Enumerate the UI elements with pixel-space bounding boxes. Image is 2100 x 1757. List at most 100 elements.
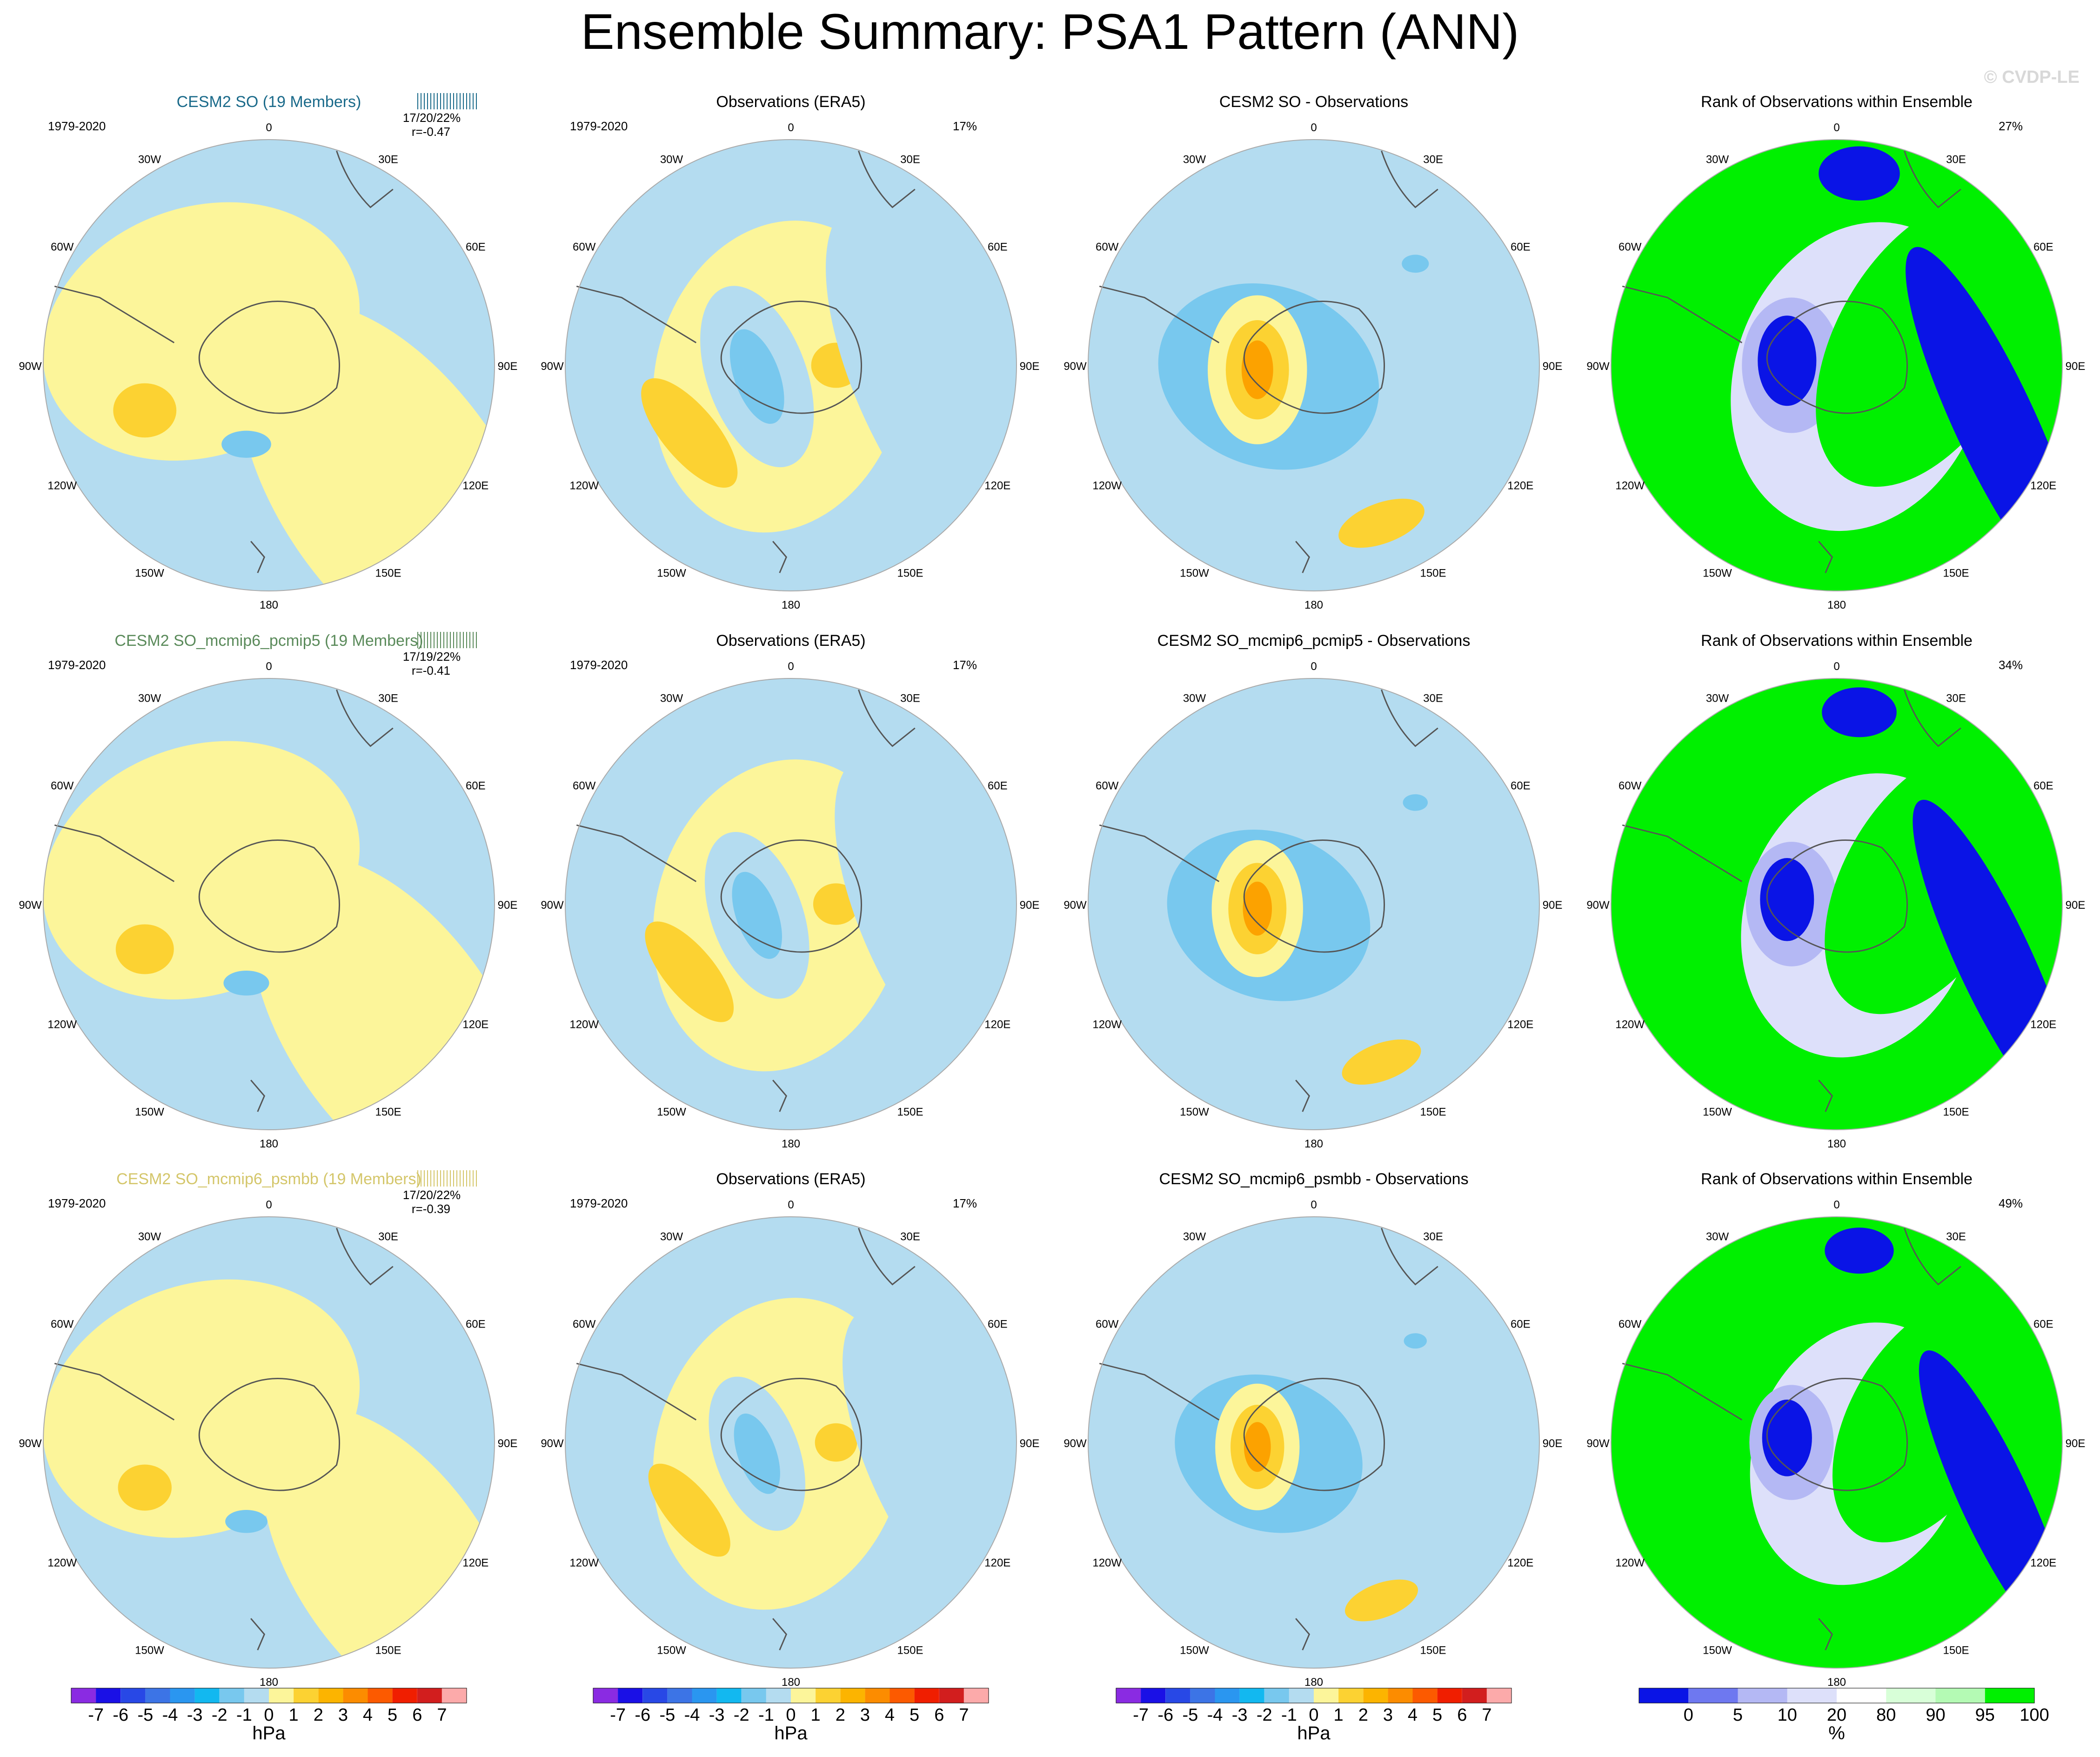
antarctica-coastline [198,839,340,953]
longitude-label: 30W [138,1231,161,1243]
map-border [1611,678,2063,1130]
pattern-stats: 17/20/22% [403,111,461,125]
longitude-label: 60E [988,241,1008,254]
antarctica-coastline [1766,839,1908,953]
longitude-label: 120W [1092,1019,1122,1031]
colorbar-tick-label: -6 [635,1705,650,1725]
period-label: 1979-2020 [570,119,628,133]
new-zealand-coastline [1295,541,1310,573]
colorbar-3: -7 -6 -5 -4 -3 -2 -1 0 1 2 3 4 5 6 7 hPa [1116,1688,1512,1744]
longitude-label: 60E [2033,780,2053,792]
contour-region [1338,498,1425,548]
colorbar-tick-label: -6 [113,1705,128,1725]
longitude-label: 90W [1586,899,1610,912]
longitude-label: 60E [2033,241,2053,254]
longitude-label: 0 [1311,1199,1317,1211]
colorbar-tick-label: 7 [1482,1705,1491,1725]
longitude-label: 30W [660,154,683,166]
member-ticks [417,93,477,109]
contour-region [645,921,734,1022]
colorbar-tick-label: 20 [1827,1705,1846,1725]
longitude-label: 30W [1183,1231,1206,1243]
polar-map-rank: 0 30E 60E 90E 120E 150E 180 150W 120W 90W 60W 30W [1586,121,2085,611]
africa-coastline [1904,1227,1961,1286]
panel-grid: 0 30E 60E 90E 120E 150E 180 150W 120W 90W 60W 30W CE… [19,93,2085,1689]
longitude-label: 90E [1543,360,1563,373]
longitude-label: 60W [51,1318,74,1331]
longitude-label: 60E [466,780,486,792]
contour-region [732,872,782,959]
colorbar-tick-label: -2 [734,1705,749,1725]
longitude-label: 120W [47,1019,77,1031]
antarctica-coastline [1243,839,1385,953]
colorbar-swatch [865,1688,890,1703]
longitude-label: 0 [1311,660,1317,673]
contour-region [115,924,174,974]
longitude-label: 30E [900,692,920,705]
longitude-label: 90E [498,1437,518,1450]
antarctica-coastline [1243,1378,1385,1491]
longitude-label: 90E [1543,899,1563,912]
longitude-label: 150W [135,567,164,579]
longitude-label: 180 [1827,599,1846,611]
contour-region [729,329,784,424]
variance-percent: 49% [1999,1196,2023,1210]
variance-percent: 27% [1999,119,2023,133]
colorbar-swatch [1837,1688,1886,1703]
colorbar-tick-label: 6 [412,1705,422,1725]
longitude-label: 120E [2030,480,2056,492]
longitude-label: 30W [660,1231,683,1243]
contour-region [1344,1579,1418,1622]
longitude-label: 150W [1180,567,1209,579]
longitude-label: 180 [782,1138,800,1150]
variance-percent: 17% [953,658,977,672]
panel-rank: 0 30E 60E 90E 120E 150E 180 150W 120W 90W 60W 30W Ra… [1586,1170,2085,1689]
polar-map-model: 0 30E 60E 90E 120E 150E 180 150W 120W 90W 60W 30W [19,660,517,1150]
panel-rank: 0 30E 60E 90E 120E 150E 180 150W 120W 90W 60W 30W Ra… [1586,632,2085,1150]
longitude-label: 30W [1706,1231,1729,1243]
antarctica-coastline [720,1378,862,1491]
longitude-label: 150E [1943,567,1969,579]
longitude-label: 180 [1304,1676,1323,1689]
south-america-coastline [54,824,175,882]
colorbar-swatch [1264,1688,1289,1703]
longitude-label: 150W [657,1644,686,1656]
colorbar-swatch [939,1688,964,1703]
colorbar-swatch [244,1688,269,1703]
longitude-label: 120E [1507,480,1533,492]
colorbar-swatch [1338,1688,1364,1703]
contour-region [1758,315,1817,406]
south-america-coastline [54,1362,175,1421]
longitude-label: 60W [51,780,74,792]
longitude-label: 90W [1063,360,1087,373]
colorbar-swatch [1215,1688,1240,1703]
map-border [43,139,495,591]
colorbar-tick-label: -1 [1281,1705,1297,1725]
colorbar-swatch [441,1688,467,1703]
colorbar-tick-label: 2 [1358,1705,1368,1725]
panel-title: Rank of Observations within Ensemble [1701,93,1973,111]
polar-map-diff: 0 30E 60E 90E 120E 150E 180 150W 120W 90W 60W 30W [1063,121,1562,611]
longitude-label: 120W [569,480,599,492]
longitude-label: 150E [375,1644,401,1656]
panel-diff: 0 30E 60E 90E 120E 150E 180 150W 120W 90W 60W 30W CE… [1063,1170,1562,1689]
panel-title: CESM2 SO_mcmip6_psmbb - Observations [1159,1170,1468,1188]
longitude-label: 150E [1420,1644,1446,1656]
colorbar-tick-label: 1 [289,1705,299,1725]
longitude-label: 150E [897,1644,923,1656]
colorbar-swatch [1363,1688,1388,1703]
colorbar-swatch [1688,1688,1738,1703]
watermark: © CVDP-LE [1984,67,2080,87]
longitude-label: 60W [573,241,596,254]
longitude-label: 60W [1096,241,1119,254]
new-zealand-coastline [772,541,787,573]
longitude-label: 90E [1020,360,1040,373]
polar-map-model: 0 30E 60E 90E 120E 150E 180 150W 120W 90W 60W 30W [19,1199,518,1689]
colorbar-swatch [1639,1688,1689,1703]
contour-region [1819,146,1900,201]
colorbar-1: -7 -6 -5 -4 -3 -2 -1 0 1 2 3 4 5 6 7 hPa [71,1688,467,1744]
new-zealand-coastline [1818,1618,1833,1650]
colorbar-swatch [1289,1688,1314,1703]
colorbar-tick-label: 10 [1778,1705,1797,1725]
longitude-label: 0 [266,660,272,673]
